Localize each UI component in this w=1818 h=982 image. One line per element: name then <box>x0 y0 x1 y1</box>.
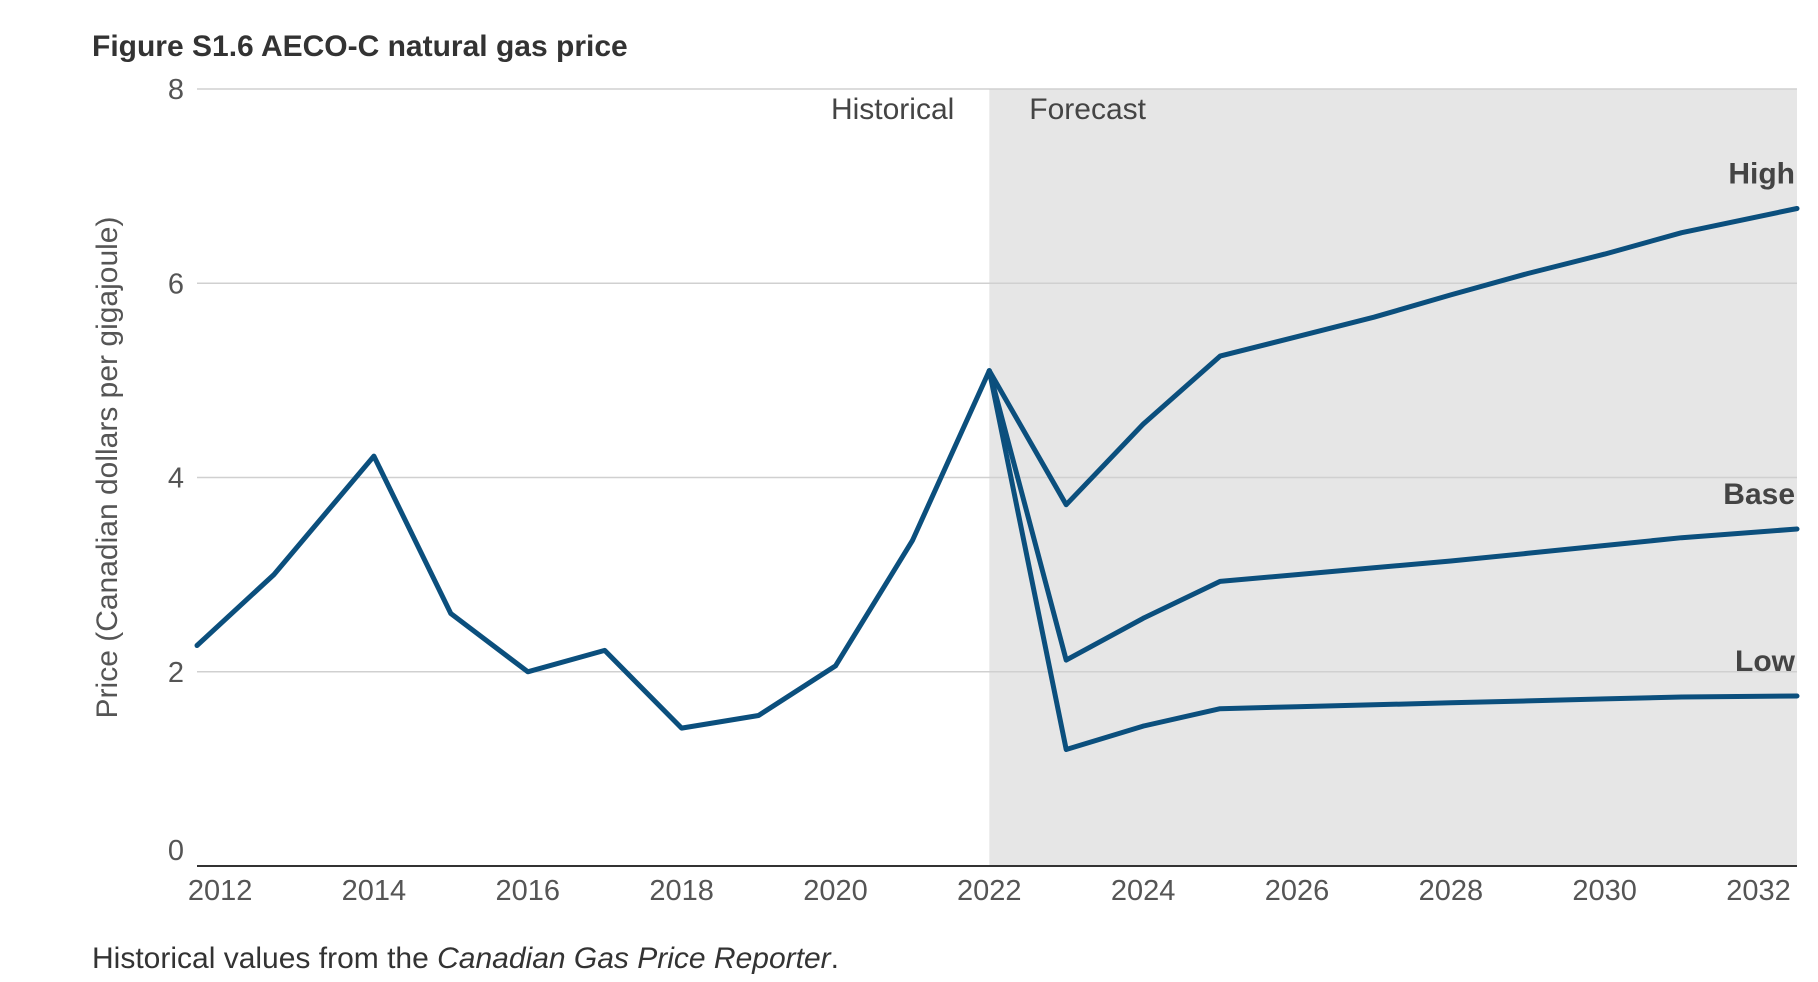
footnote-prefix: Historical values from the <box>92 942 438 975</box>
region-label-historical: Historical <box>831 93 954 126</box>
x-tick-label: 2018 <box>649 875 714 907</box>
series-line-high <box>986 206 1800 508</box>
series-line-low <box>986 368 1800 752</box>
footnote: Historical values from the Canadian Gas … <box>92 942 839 976</box>
y-tick-label: 8 <box>168 74 184 106</box>
y-axis-title: Price (Canadian dollars per gigajoule) <box>91 217 124 719</box>
y-tick-label: 6 <box>168 268 184 300</box>
x-axis-ticks: 2012 2014 2016 2018 2020 2022 2024 2026 2028 2030… <box>188 875 1791 907</box>
x-tick-label: 2032 <box>1726 875 1791 907</box>
figure-title: Figure S1.6 AECO-C natural gas price <box>92 30 628 63</box>
series-label-low: Low <box>1735 645 1796 678</box>
gridlines-layer <box>197 88 1797 867</box>
y-tick-label: 2 <box>168 657 184 689</box>
series-lines-layer <box>194 206 1800 752</box>
line-chart: Historical Forecast High Base Low 0 2 4 6 8 2012… <box>91 74 1800 907</box>
series-line-historical <box>194 368 992 731</box>
series-label-base: Base <box>1723 478 1795 511</box>
y-tick-label: 0 <box>168 835 184 867</box>
labels-layer: Historical Forecast High Base Low <box>831 93 1796 678</box>
series-label-high: High <box>1728 157 1795 190</box>
x-tick-label: 2016 <box>496 875 561 907</box>
x-tick-label: 2024 <box>1111 875 1176 907</box>
x-tick-label: 2012 <box>188 875 253 907</box>
y-axis-ticks: 0 2 4 6 8 <box>168 74 184 867</box>
region-label-forecast: Forecast <box>1029 93 1146 126</box>
x-tick-label: 2030 <box>1572 875 1637 907</box>
x-tick-label: 2028 <box>1419 875 1484 907</box>
y-tick-label: 4 <box>168 463 184 495</box>
x-tick-label: 2022 <box>957 875 1022 907</box>
x-tick-label: 2026 <box>1265 875 1330 907</box>
x-tick-label: 2020 <box>803 875 868 907</box>
footnote-source: Canadian Gas Price Reporter <box>437 942 831 975</box>
series-line-base <box>986 368 1800 663</box>
x-tick-label: 2014 <box>342 875 407 907</box>
footnote-suffix: . <box>830 942 839 975</box>
